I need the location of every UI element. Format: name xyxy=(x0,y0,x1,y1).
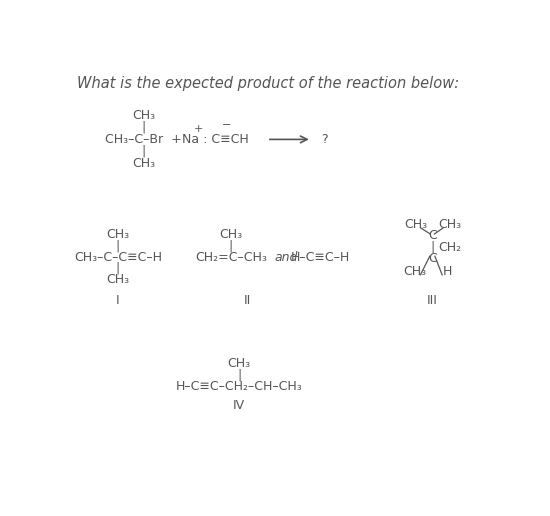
Text: H–C≡C–CH₂–CH–CH₃: H–C≡C–CH₂–CH–CH₃ xyxy=(176,380,302,393)
Text: CH₃–C–Br  +: CH₃–C–Br + xyxy=(105,133,182,146)
Text: |: | xyxy=(430,240,434,253)
Text: CH₃: CH₃ xyxy=(219,228,243,241)
Text: II: II xyxy=(244,294,251,307)
Text: I: I xyxy=(116,294,119,307)
Text: C: C xyxy=(428,230,437,243)
Text: C: C xyxy=(428,252,437,265)
Text: and: and xyxy=(274,250,298,264)
Text: IV: IV xyxy=(233,399,245,412)
Text: CH₃: CH₃ xyxy=(405,218,428,231)
Text: CH₃: CH₃ xyxy=(403,265,426,278)
Text: +: + xyxy=(194,124,204,135)
Text: |: | xyxy=(229,239,233,252)
Text: CH₃: CH₃ xyxy=(439,218,462,231)
Text: CH₃: CH₃ xyxy=(106,273,129,286)
Text: CH₃: CH₃ xyxy=(132,109,155,122)
Text: CH₃: CH₃ xyxy=(106,228,129,241)
Text: |: | xyxy=(141,145,145,158)
Text: CH₃: CH₃ xyxy=(228,358,251,370)
Text: H: H xyxy=(443,265,452,278)
Text: III: III xyxy=(427,294,438,307)
Text: H–C≡C–H: H–C≡C–H xyxy=(290,250,350,264)
Text: −: − xyxy=(222,121,231,131)
Text: ?: ? xyxy=(321,133,328,146)
Text: CH₃–C–C≡C–H: CH₃–C–C≡C–H xyxy=(74,250,162,264)
Text: |: | xyxy=(116,262,120,275)
Text: What is the expected product of the reaction below:: What is the expected product of the reac… xyxy=(77,76,459,91)
Text: CH₃: CH₃ xyxy=(132,157,155,170)
Text: CH₂: CH₂ xyxy=(438,240,461,253)
Text: |: | xyxy=(141,121,145,134)
Text: |: | xyxy=(237,368,241,381)
Text: CH₂=C–CH₃: CH₂=C–CH₃ xyxy=(195,250,267,264)
Text: Na : C≡CH: Na : C≡CH xyxy=(183,133,249,146)
Text: |: | xyxy=(116,239,120,252)
